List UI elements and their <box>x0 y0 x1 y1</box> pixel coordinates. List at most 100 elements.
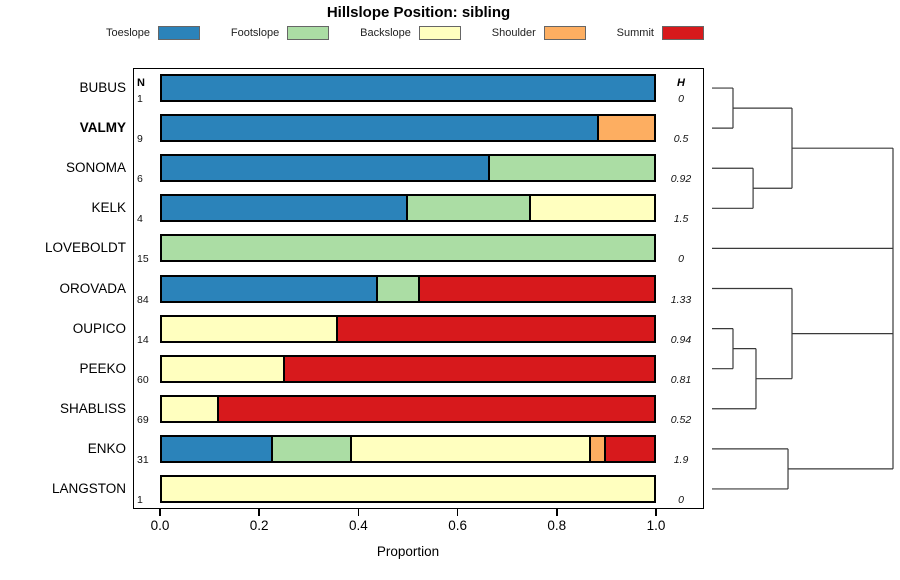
h-value: 0 <box>678 93 684 106</box>
n-value: 4 <box>137 213 143 226</box>
h-value: 0.94 <box>670 333 692 346</box>
n-value: 9 <box>137 133 143 146</box>
bar-segment-backslope <box>162 356 285 381</box>
plot-box <box>133 68 704 509</box>
h-value: 0 <box>678 253 684 266</box>
row-label: SONOMA <box>65 160 126 176</box>
legend-label: Footslope <box>230 27 280 39</box>
bar-segment-footslope <box>378 276 420 301</box>
n-value: 60 <box>137 373 149 386</box>
n-value: 6 <box>137 173 143 186</box>
h-value: 0 <box>678 494 684 506</box>
x-tick <box>357 509 360 516</box>
bar <box>160 154 656 183</box>
bar-segment-summit <box>606 436 654 461</box>
legend-swatch <box>287 26 330 40</box>
n-header: N <box>137 77 145 89</box>
bar-segment-backslope <box>352 436 591 461</box>
row-label: LOVEBOLDT <box>44 240 126 256</box>
n-value: 15 <box>137 253 149 266</box>
bar <box>160 194 656 223</box>
row-label: BUBUS <box>79 80 126 96</box>
legend-label: Toeslope <box>106 27 151 39</box>
bar <box>160 314 656 343</box>
x-tick-label: 0.4 <box>349 518 368 533</box>
bar-segment-footslope <box>273 436 353 461</box>
legend: Toeslope Footslope Backslope Shoulder Summit <box>106 25 704 41</box>
bar-segment-backslope <box>162 476 654 501</box>
bar-segment-toeslope <box>162 196 408 221</box>
bar <box>160 434 656 463</box>
bar-segment-footslope <box>162 236 654 261</box>
bar-segment-summit <box>219 396 654 421</box>
x-axis-label: Proportion <box>376 544 440 559</box>
n-value: 14 <box>137 333 149 346</box>
bar-segment-shoulder <box>599 116 654 141</box>
row-label: OROVADA <box>59 280 126 296</box>
row-label: PEEKO <box>79 360 126 376</box>
legend-item: Toeslope <box>106 26 201 40</box>
legend-swatch <box>543 26 586 40</box>
n-value: 1 <box>137 494 143 506</box>
n-value: 84 <box>137 293 149 306</box>
bar <box>160 394 656 423</box>
bar-segment-backslope <box>162 396 220 421</box>
bar-segment-shoulder <box>590 436 607 461</box>
bar-segment-footslope <box>408 196 531 221</box>
bar <box>160 354 656 383</box>
bar <box>160 274 656 303</box>
legend-swatch <box>661 26 704 40</box>
legend-label: Shoulder <box>491 27 536 39</box>
bar-segment-footslope <box>490 156 654 181</box>
h-value: 0.5 <box>673 133 689 146</box>
h-value: 0.81 <box>670 373 692 386</box>
x-tick-label: 1.0 <box>646 518 666 533</box>
legend-swatch <box>418 26 461 40</box>
bar-segment-summit <box>285 356 654 381</box>
h-value: 1.33 <box>670 293 692 306</box>
bar-segment-summit <box>337 316 654 341</box>
bar-segment-toeslope <box>162 116 600 141</box>
x-tick <box>456 509 459 516</box>
bar <box>160 74 656 103</box>
n-value: 1 <box>137 93 143 106</box>
x-tick <box>258 509 260 516</box>
n-value: 31 <box>137 453 149 466</box>
bar-segment-toeslope <box>162 276 379 301</box>
bar <box>160 114 656 143</box>
legend-item: Shoulder <box>492 26 586 40</box>
legend-item: Summit <box>617 26 704 40</box>
h-value: 0.52 <box>670 413 692 426</box>
row-label: OUPICO <box>72 320 126 336</box>
bar-segment-summit <box>419 276 654 301</box>
x-tick-label: 0.6 <box>448 518 467 533</box>
legend-swatch <box>158 26 201 40</box>
bar-segment-toeslope <box>162 76 654 101</box>
bar <box>160 474 656 503</box>
row-label: ENKO <box>87 440 126 456</box>
x-tick-label: 0.8 <box>547 518 567 533</box>
row-label: SHABLISS <box>59 400 126 416</box>
legend-item: Footslope <box>230 26 330 40</box>
x-tick-label: 0.2 <box>249 518 269 533</box>
x-tick-label: 0.0 <box>150 518 170 533</box>
legend-item: Backslope <box>360 26 461 40</box>
legend-label: Backslope <box>360 27 411 39</box>
h-value: 1.5 <box>673 213 689 226</box>
row-label: VALMY <box>79 120 126 136</box>
n-value: 69 <box>137 413 149 426</box>
h-value: 1.9 <box>673 453 689 466</box>
bar-segment-backslope <box>162 316 338 341</box>
row-label: LANGSTON <box>51 480 126 496</box>
row-label: KELK <box>91 200 126 216</box>
x-tick <box>556 509 558 516</box>
legend-label: Summit <box>616 27 654 39</box>
chart-title: Hillslope Position: sibling <box>326 4 511 21</box>
bar-segment-toeslope <box>162 156 491 181</box>
h-value: 0.92 <box>670 173 692 186</box>
h-header: H <box>677 77 685 89</box>
x-tick <box>159 509 161 516</box>
x-tick <box>655 509 657 516</box>
